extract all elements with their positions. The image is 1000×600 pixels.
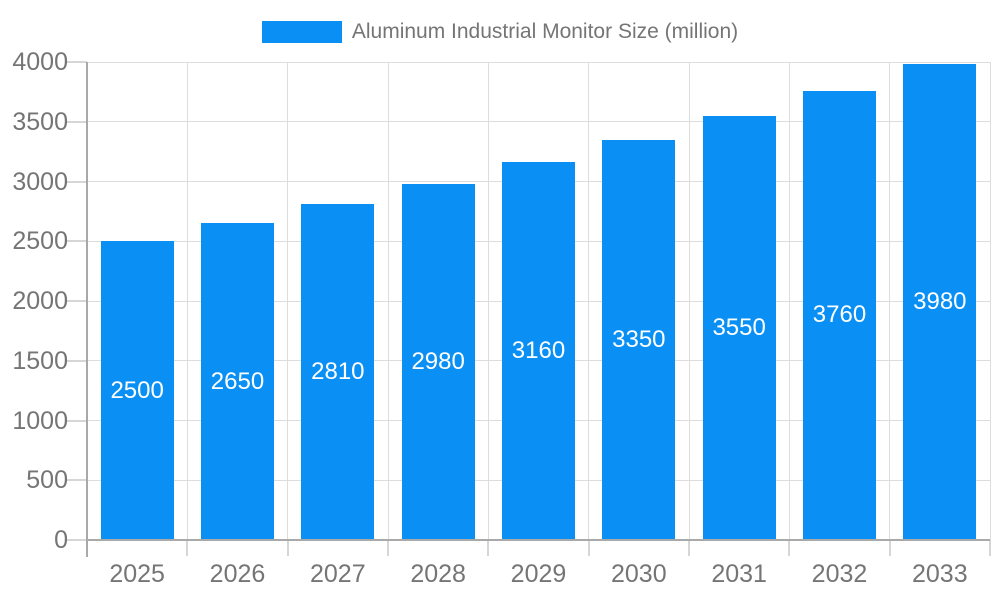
y-axis-tick — [67, 419, 87, 422]
bar-value-label-2028: 2980 — [411, 347, 465, 375]
x-axis-tick-label-2028: 2028 — [410, 560, 466, 588]
bar-2031[interactable] — [702, 115, 776, 540]
grid-line-vertical — [387, 62, 389, 540]
y-axis-tick-label: 2500 — [12, 227, 68, 256]
grid-line-vertical — [688, 62, 690, 540]
y-axis-tick-label: 500 — [26, 466, 68, 495]
x-axis-tick — [487, 540, 490, 556]
bar-value-label-2026: 2650 — [210, 367, 265, 395]
bar-value-label-2032: 3760 — [812, 301, 867, 329]
bar-value-label-2031: 3550 — [712, 313, 766, 341]
x-axis-tick — [788, 540, 791, 556]
bar-2030[interactable] — [602, 139, 676, 540]
bar-2025[interactable] — [100, 241, 174, 540]
y-axis-tick — [67, 240, 87, 243]
bar-2032[interactable] — [803, 90, 876, 540]
y-axis-tick-label: 0 — [54, 526, 68, 554]
grid-line-horizontal — [87, 61, 990, 63]
y-axis-tick-label: 3500 — [12, 107, 68, 136]
bar-2033[interactable] — [903, 64, 977, 540]
y-axis-tick-label: 1500 — [12, 346, 68, 375]
grid-line-vertical — [889, 62, 891, 540]
bar-value-label-2033: 3980 — [913, 288, 967, 316]
grid-line-vertical — [487, 62, 489, 540]
x-axis-tick — [688, 540, 690, 556]
x-axis-tick — [186, 540, 189, 556]
grid-line-vertical — [588, 62, 590, 540]
bar-2027[interactable] — [301, 204, 375, 540]
grid-line-vertical — [186, 62, 188, 540]
x-axis-tick-label-2033: 2033 — [912, 560, 968, 588]
x-axis-tick-label-2031: 2031 — [711, 560, 767, 588]
x-axis-tick — [989, 540, 991, 556]
y-axis-tick — [67, 61, 87, 63]
x-axis-tick — [888, 540, 891, 556]
chart-legend[interactable]: Aluminum Industrial Monitor Size (millio… — [0, 14, 1000, 50]
y-axis-tick-label: 4000 — [12, 48, 68, 76]
grid-line-vertical — [788, 62, 790, 540]
bar-2026[interactable] — [201, 223, 274, 540]
legend-swatch — [261, 21, 342, 43]
grid-line-horizontal — [87, 121, 990, 123]
y-axis-tick-label: 2000 — [12, 287, 68, 315]
x-axis-tick — [587, 540, 590, 556]
grid-line-vertical — [287, 62, 289, 540]
y-axis-tick — [67, 180, 87, 183]
x-axis-tick-label-2030: 2030 — [611, 560, 667, 588]
y-axis-tick — [67, 300, 87, 302]
bar-value-label-2029: 3160 — [511, 337, 566, 365]
y-axis-tick — [67, 359, 87, 362]
bar-2029[interactable] — [502, 162, 575, 540]
y-axis-line — [86, 62, 88, 557]
x-axis-tick-label-2027: 2027 — [310, 560, 366, 588]
y-axis-tick — [67, 539, 87, 541]
x-axis-tick-label-2029: 2029 — [510, 560, 567, 588]
y-axis-tick — [67, 479, 87, 482]
x-axis-tick-label-2025: 2025 — [109, 560, 165, 588]
legend-label: Aluminum Industrial Monitor Size (millio… — [351, 20, 739, 43]
bar-value-label-2027: 2810 — [311, 358, 365, 386]
x-axis-line — [87, 539, 990, 541]
x-axis-tick-label-2032: 2032 — [811, 560, 868, 588]
y-axis-tick-label: 1000 — [12, 406, 68, 435]
bar-2028[interactable] — [401, 183, 475, 540]
y-axis-tick — [67, 120, 87, 123]
bar-value-label-2025: 2500 — [110, 376, 164, 404]
bar-value-label-2030: 3350 — [612, 325, 666, 353]
y-axis-tick-label: 3000 — [12, 167, 68, 196]
x-axis-tick-label-2026: 2026 — [209, 560, 266, 588]
x-axis-tick — [286, 540, 289, 556]
x-axis-tick — [387, 540, 389, 556]
grid-line-vertical — [989, 62, 991, 540]
